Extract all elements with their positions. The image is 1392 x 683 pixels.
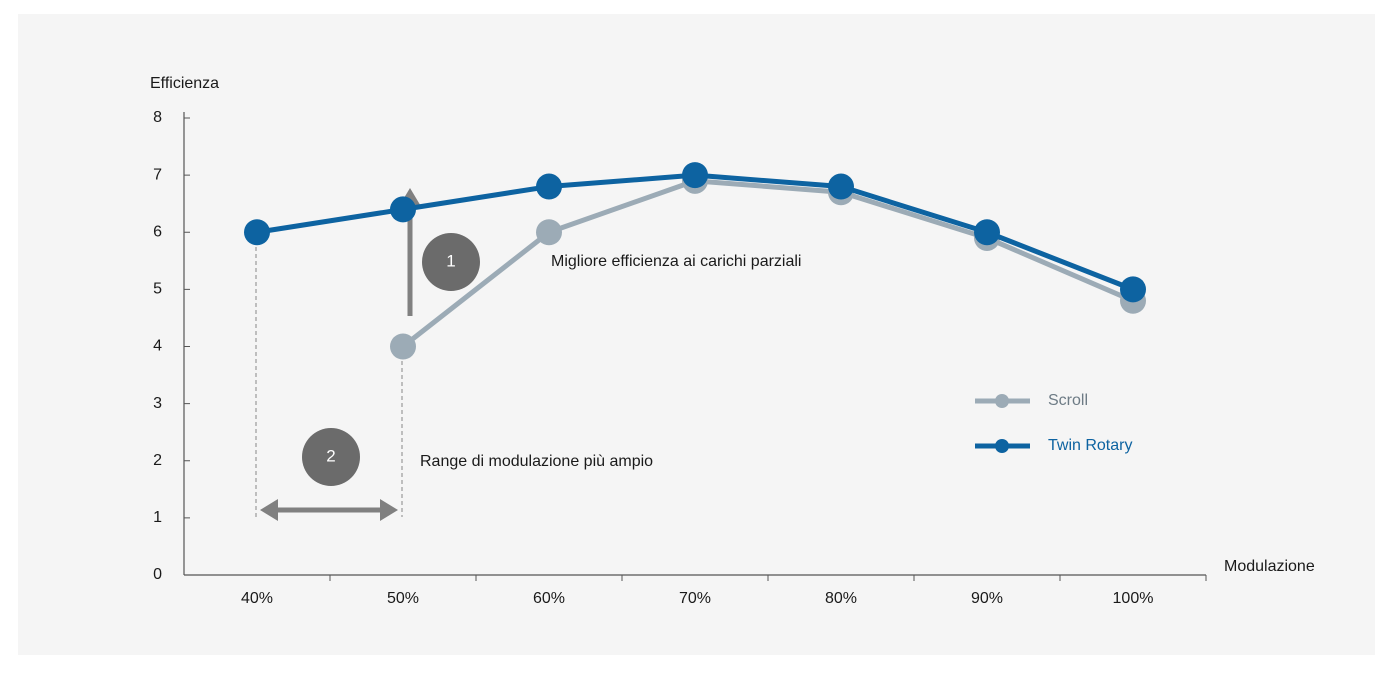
x-tick-label: 90%	[971, 590, 1003, 607]
y-axis-label: Efficienza	[150, 75, 219, 92]
data-point	[828, 173, 854, 200]
data-point	[390, 333, 416, 360]
x-tick-label: 70%	[679, 590, 711, 607]
annotation: Range di modulazione più ampio	[420, 453, 653, 470]
y-tick-label: 6	[153, 223, 162, 240]
series-line	[401, 178, 1134, 349]
y-tick-label: 5	[153, 281, 162, 298]
x-axis-label: Modulazione	[1224, 558, 1315, 575]
x-tick-label: 40%	[241, 590, 273, 607]
y-tick-label: 0	[153, 566, 162, 583]
data-point	[244, 219, 270, 246]
badge	[422, 233, 480, 291]
x-tick-label: 50%	[387, 590, 419, 607]
data-point	[682, 162, 708, 189]
y-tick-label: 4	[153, 338, 162, 355]
x-tick-label: 100%	[1113, 590, 1154, 607]
legend-marker	[995, 394, 1009, 408]
annotation-arrows	[260, 188, 480, 521]
y-tick-label: 2	[153, 452, 162, 469]
arrow-head	[380, 499, 398, 521]
background	[18, 14, 1375, 655]
y-tick-label: 1	[153, 509, 162, 526]
data-point	[974, 219, 1000, 246]
legend-label: Twin Rotary	[1048, 437, 1132, 454]
data-point	[536, 173, 562, 200]
annotation: 2	[326, 446, 335, 465]
legend-marker	[995, 439, 1009, 453]
legend-label: Scroll	[1048, 392, 1088, 409]
y-tick-label: 3	[153, 395, 162, 412]
x-tick-label: 60%	[533, 590, 565, 607]
annotation: Migliore efficienza ai carichi parziali	[551, 253, 801, 270]
data-point	[1120, 276, 1146, 303]
annotation: 1	[446, 251, 455, 270]
x-tick-label: 80%	[825, 590, 857, 607]
badge	[302, 428, 360, 486]
y-tick-label: 7	[153, 166, 162, 183]
arrow-head	[260, 499, 278, 521]
data-point	[536, 219, 562, 246]
y-tick-label: 8	[153, 109, 162, 126]
data-point	[390, 196, 416, 223]
